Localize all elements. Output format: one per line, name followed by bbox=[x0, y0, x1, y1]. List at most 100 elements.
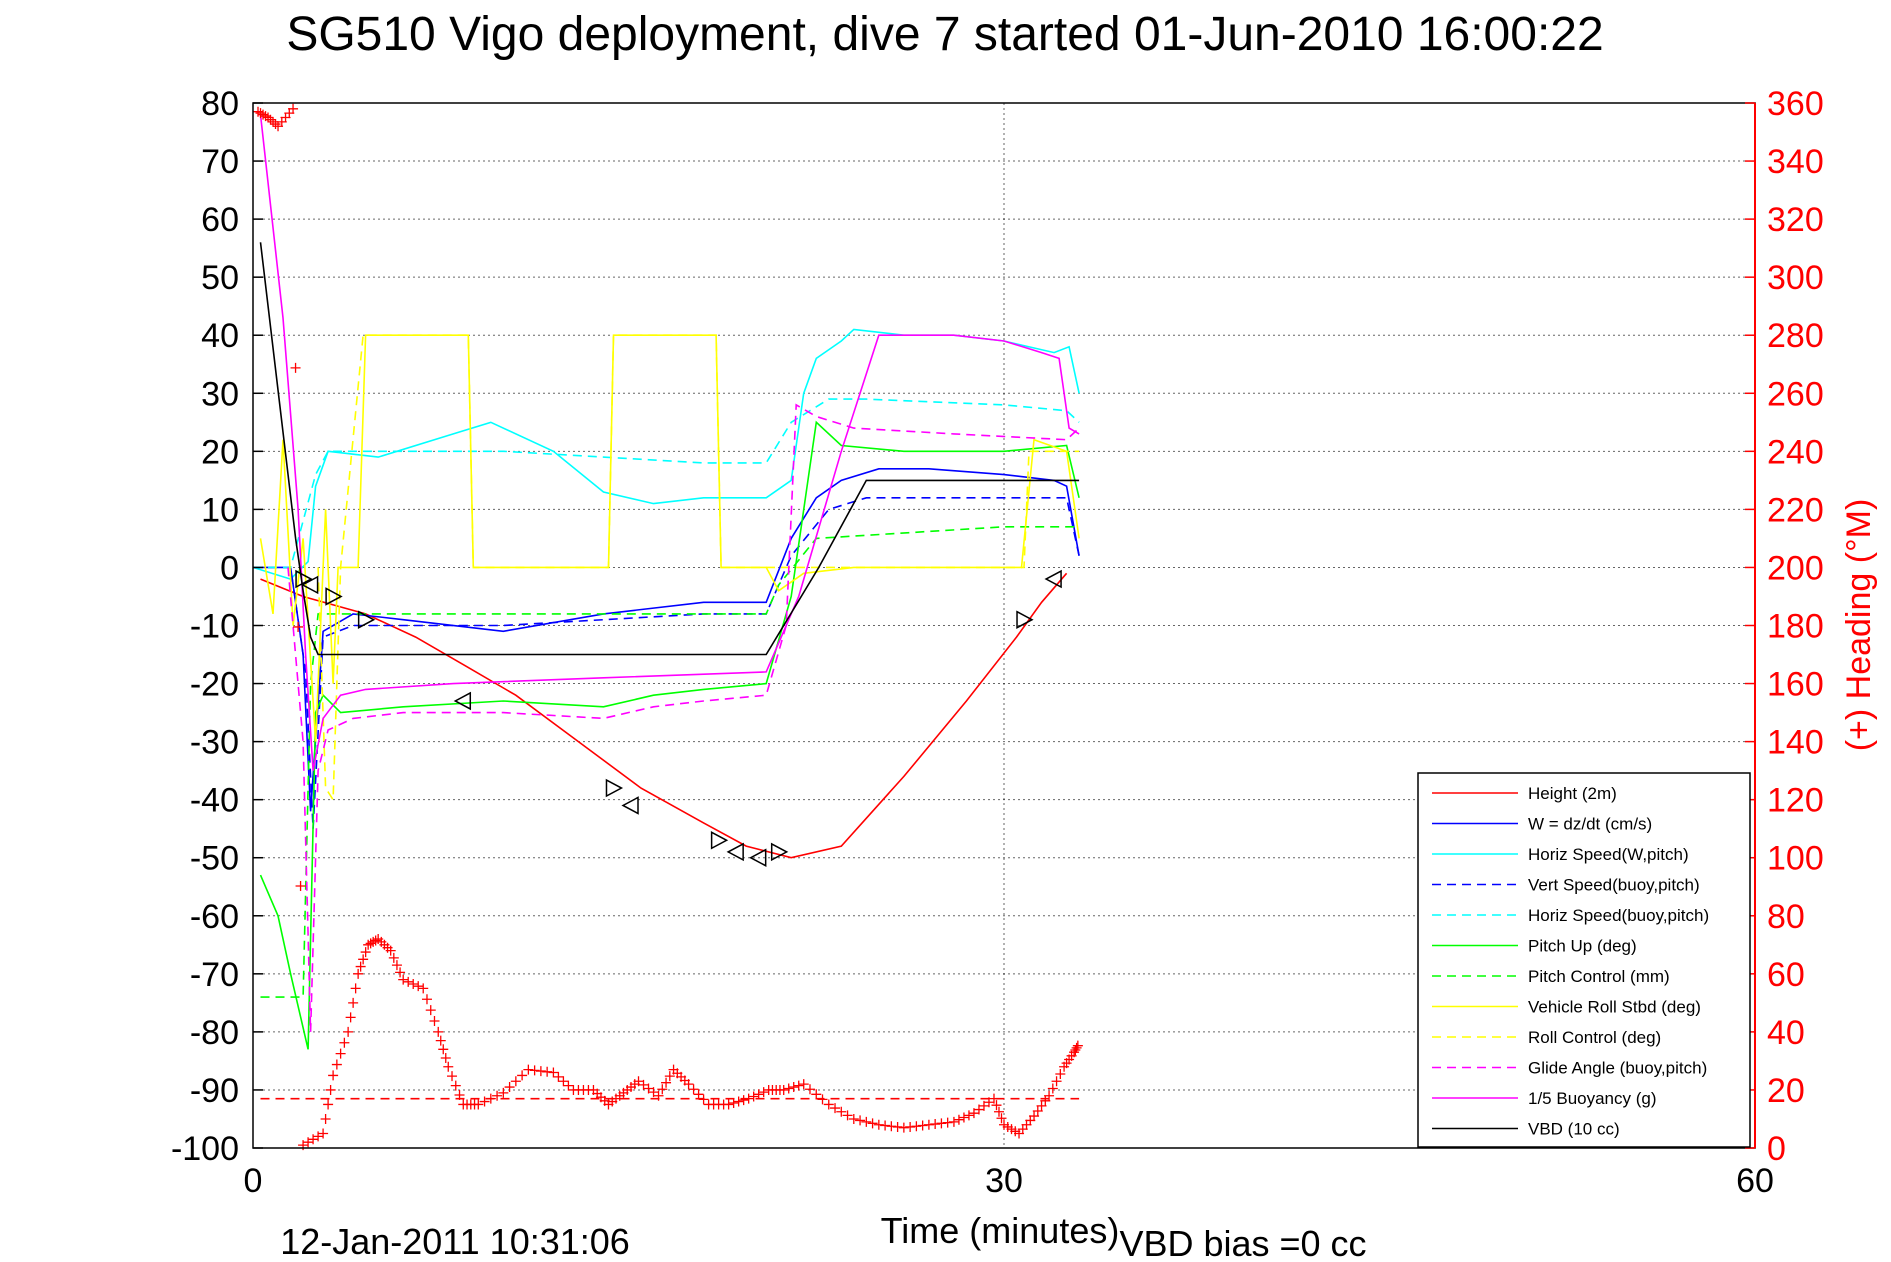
footer-bias: VBD bias =0 cc bbox=[1119, 1223, 1366, 1262]
heading-point bbox=[303, 1137, 314, 1148]
y-tick-label: 20 bbox=[201, 433, 239, 471]
heading-point bbox=[830, 1103, 841, 1114]
heading-point bbox=[823, 1099, 834, 1110]
legend: Height (2m) W = dz/dt (cm/s) Horiz Speed(W… bbox=[1417, 772, 1751, 1148]
legend-label: VBD (10 cc) bbox=[1528, 1120, 1620, 1139]
heading-point bbox=[936, 1118, 947, 1129]
y2-tick-label: 120 bbox=[1767, 782, 1824, 820]
heading-point bbox=[433, 1026, 444, 1037]
heading-point bbox=[323, 1099, 334, 1110]
heading-point bbox=[553, 1071, 564, 1082]
series-line-horiz-speed-w-pitch- bbox=[252, 328, 1080, 581]
heading-point bbox=[529, 1065, 540, 1076]
y2-tick-labels: 3603403203002802602402202001801601401201… bbox=[1745, 85, 1824, 1168]
y-tick-label: 40 bbox=[201, 317, 239, 355]
series-line-vbd-10-cc- bbox=[259, 242, 1080, 656]
heading-point bbox=[535, 1066, 546, 1077]
legend-label: W = dz/dt (cm/s) bbox=[1528, 815, 1652, 834]
heading-point bbox=[1069, 1047, 1080, 1058]
heading-point bbox=[643, 1083, 654, 1094]
heading-point bbox=[313, 1131, 324, 1142]
heading-point bbox=[867, 1118, 878, 1129]
heading-point bbox=[733, 1096, 744, 1107]
heading-point bbox=[778, 1084, 789, 1095]
heading-point bbox=[345, 1012, 356, 1023]
y-tick-label: -30 bbox=[190, 724, 239, 762]
heading-point bbox=[358, 954, 369, 965]
heading-point bbox=[978, 1100, 989, 1111]
heading-point bbox=[542, 1066, 553, 1077]
triangle-marker bbox=[621, 796, 639, 815]
heading-point bbox=[343, 1026, 354, 1037]
heading-point bbox=[861, 1116, 872, 1127]
heading-point bbox=[263, 112, 274, 123]
y2-axis-label: (+) Heading (°M) bbox=[1840, 499, 1878, 752]
heading-point bbox=[958, 1112, 969, 1123]
heading-point bbox=[270, 119, 281, 130]
series-line-roll-control-deg- bbox=[317, 334, 1080, 803]
heading-point bbox=[360, 947, 371, 958]
series-line-pitch-up-deg- bbox=[259, 420, 1080, 1050]
heading-point bbox=[265, 114, 276, 125]
heading-point bbox=[363, 939, 374, 950]
y2-tick-label: 180 bbox=[1767, 608, 1824, 646]
heading-point bbox=[370, 935, 381, 946]
heading-point bbox=[253, 106, 264, 117]
heading-point bbox=[425, 1005, 436, 1016]
heading-point bbox=[1051, 1076, 1062, 1087]
legend-label: Roll Control (deg) bbox=[1528, 1028, 1661, 1047]
legend-label: Pitch Control (mm) bbox=[1528, 967, 1670, 986]
heading-point bbox=[290, 362, 301, 373]
triangle-marker bbox=[749, 848, 767, 867]
heading-point bbox=[325, 1084, 336, 1095]
heading-point bbox=[804, 1084, 815, 1095]
heading-point bbox=[558, 1076, 569, 1087]
heading-point bbox=[339, 1037, 350, 1048]
heading-point bbox=[1047, 1083, 1058, 1094]
heading-point bbox=[948, 1116, 959, 1127]
series-line-1-5-buoyancy-g- bbox=[259, 114, 1080, 771]
x-tick-labels: 0 30 60 bbox=[244, 1162, 1774, 1200]
triangle-marker bbox=[357, 610, 376, 629]
heading-point bbox=[498, 1087, 509, 1098]
heading-point bbox=[996, 1113, 1007, 1124]
x-tick-label: 0 bbox=[244, 1162, 263, 1200]
y-tick-label: 30 bbox=[201, 375, 239, 413]
triangle-marker bbox=[300, 575, 319, 595]
y-tick-label: -10 bbox=[190, 608, 239, 646]
triangle-marker bbox=[710, 831, 729, 850]
heading-point bbox=[1040, 1095, 1051, 1106]
heading-point bbox=[886, 1121, 897, 1132]
y2-tick-label: 340 bbox=[1767, 143, 1824, 181]
heading-point bbox=[268, 116, 279, 127]
y2-tick-label: 360 bbox=[1767, 85, 1824, 123]
y2-tick-label: 300 bbox=[1767, 259, 1824, 297]
heading-point bbox=[517, 1070, 528, 1081]
series-line-glide-angle-buoy-pitch- bbox=[287, 403, 1080, 1032]
legend-label: Vehicle Roll Stbd (deg) bbox=[1528, 998, 1701, 1017]
triangle-marker bbox=[1016, 610, 1034, 629]
heading-point bbox=[855, 1115, 866, 1126]
x-axis-label: Time (minutes) bbox=[881, 1210, 1120, 1251]
heading-point bbox=[842, 1110, 853, 1121]
heading-point bbox=[1070, 1045, 1081, 1056]
heading-point bbox=[260, 111, 271, 122]
y-tick-label: -20 bbox=[190, 666, 239, 704]
heading-point bbox=[664, 1071, 675, 1082]
heading-point bbox=[308, 1134, 319, 1145]
y-tick-label: -70 bbox=[190, 956, 239, 994]
x-tick-label: 30 bbox=[985, 1162, 1023, 1200]
y2-tick-label: 240 bbox=[1767, 433, 1824, 471]
heading-point bbox=[365, 938, 376, 949]
heading-point bbox=[793, 1080, 804, 1091]
heading-point bbox=[953, 1114, 964, 1125]
y2-tick-label: 20 bbox=[1767, 1072, 1805, 1110]
heading-point bbox=[911, 1121, 922, 1132]
heading-point bbox=[348, 997, 359, 1008]
heading-point bbox=[993, 1106, 1004, 1117]
series-line-vert-speed-buoy-pitch- bbox=[253, 496, 1080, 829]
legend-label: Vert Speed(buoy,pitch) bbox=[1528, 876, 1700, 895]
heading-point bbox=[923, 1119, 934, 1130]
heading-point bbox=[753, 1089, 764, 1100]
heading-point bbox=[683, 1079, 694, 1090]
